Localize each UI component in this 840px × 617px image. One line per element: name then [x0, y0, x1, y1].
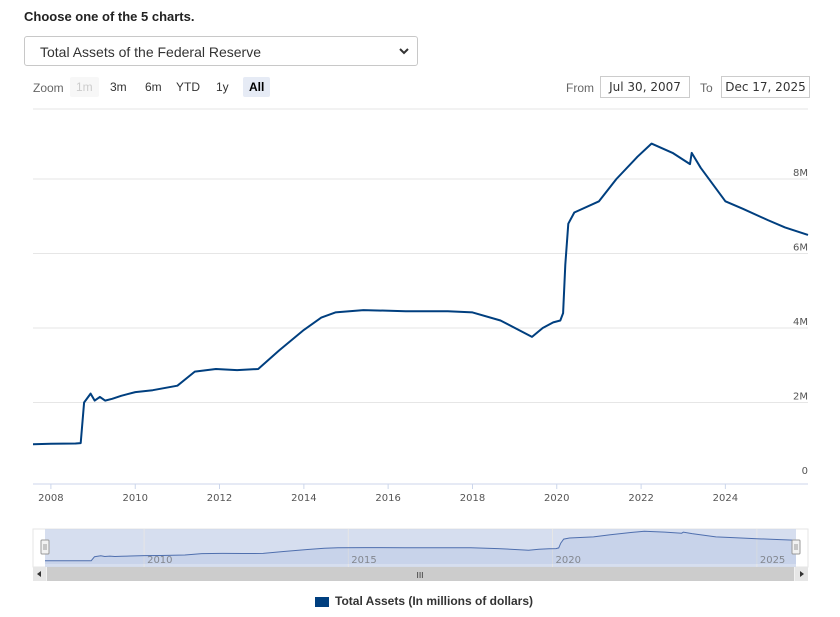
arrow-right-icon: [800, 571, 804, 577]
navigator-series-area: [45, 531, 796, 564]
x-tick-label: 2014: [291, 493, 316, 504]
page-title: Choose one of the 5 charts.: [24, 9, 195, 24]
x-tick-label: 2024: [713, 493, 738, 504]
chart-selector[interactable]: Total Assets of the Federal Reserve: [24, 36, 418, 66]
x-tick-label: 2016: [375, 493, 400, 504]
navigator-right-handle[interactable]: [791, 539, 801, 555]
range-toolbar: Zoom 1m 3m 6m YTD 1y All From Jul 30, 20…: [0, 76, 840, 100]
y-tick-label: 4M: [793, 317, 808, 328]
chevron-down-icon: [399, 48, 409, 55]
navigator-series-line: [44, 530, 797, 562]
to-date-input[interactable]: Dec 17, 2025: [721, 76, 810, 98]
navigator[interactable]: 2010 2015 2020 2025: [32, 528, 809, 568]
y-tick-label: 6M: [793, 243, 808, 254]
arrow-left-icon: [37, 571, 41, 577]
y-tick-label: 8M: [793, 168, 808, 179]
scrollbar-thumb[interactable]: [47, 567, 794, 581]
to-label: To: [700, 81, 713, 95]
scrollbar[interactable]: III: [33, 567, 808, 581]
y-tick-label: 2M: [793, 392, 808, 403]
x-axis-ticks: 2008 2010 2012 2014 2016 2018 2020 2022 2024: [38, 484, 738, 504]
navigator-tick-label: 2015: [351, 555, 376, 566]
from-label: From: [566, 81, 594, 95]
navigator-tick-label: 2020: [556, 555, 581, 566]
x-tick-label: 2012: [207, 493, 232, 504]
zoom-1y-button[interactable]: 1y: [216, 80, 229, 94]
zoom-ytd-button[interactable]: YTD: [176, 80, 200, 94]
zoom-label: Zoom: [33, 81, 64, 95]
navigator-left-handle[interactable]: [40, 539, 50, 555]
x-tick-label: 2022: [628, 493, 653, 504]
legend[interactable]: Total Assets (In millions of dollars): [315, 594, 533, 608]
legend-label: Total Assets (In millions of dollars): [335, 594, 534, 608]
x-tick-label: 2018: [460, 493, 485, 504]
y-tick-label: 0: [802, 466, 808, 477]
from-date-input[interactable]: Jul 30, 2007: [600, 76, 690, 98]
zoom-1m-button[interactable]: 1m: [70, 77, 99, 97]
zoom-all-button[interactable]: All: [243, 77, 271, 97]
gridlines: [33, 178, 808, 403]
navigator-tick-label: 2010: [147, 555, 172, 566]
chart-selector-value: Total Assets of the Federal Reserve: [40, 44, 261, 60]
x-tick-label: 2010: [123, 493, 148, 504]
legend-swatch: [315, 596, 329, 607]
y-axis-ticks: 0 2M 4M 6M 8M: [793, 168, 808, 477]
x-tick-label: 2020: [544, 493, 569, 504]
scrollbar-grip: III: [416, 571, 423, 580]
x-tick-label: 2008: [38, 493, 63, 504]
zoom-3m-button[interactable]: 3m: [110, 80, 127, 94]
navigator-tick-label: 2025: [760, 555, 785, 566]
zoom-6m-button[interactable]: 6m: [145, 80, 162, 94]
series-line-total-assets: [32, 142, 809, 446]
